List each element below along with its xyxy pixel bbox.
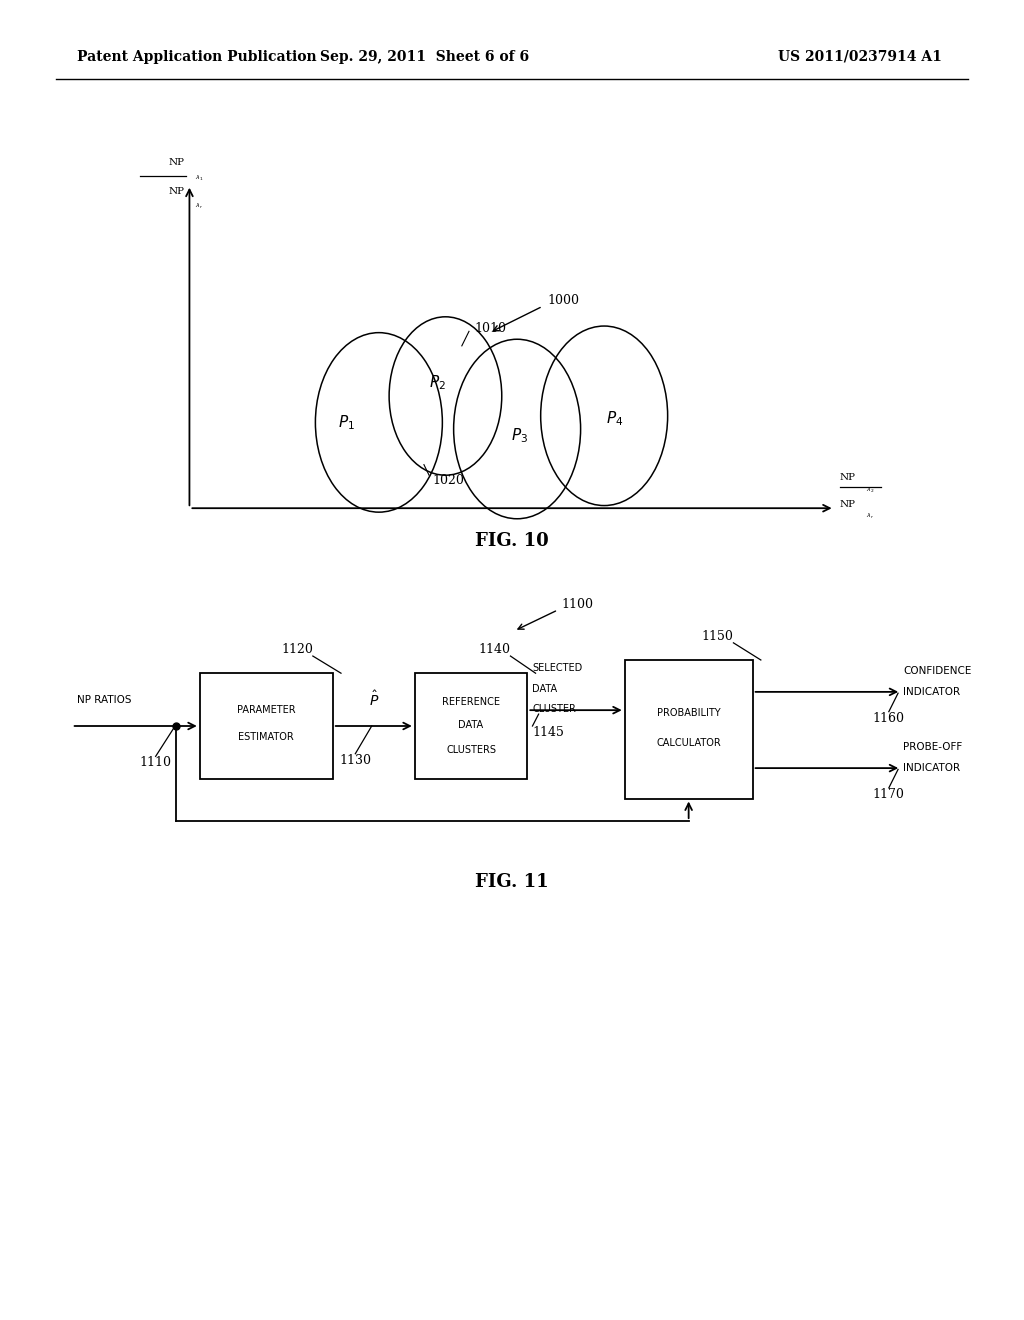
Text: CONFIDENCE: CONFIDENCE (903, 665, 972, 676)
Text: $\hat{P}$: $\hat{P}$ (369, 690, 379, 709)
Text: $P_3$: $P_3$ (511, 426, 527, 445)
Text: NP: NP (840, 474, 856, 482)
Text: NP: NP (168, 158, 184, 166)
Text: 1110: 1110 (139, 756, 172, 770)
Text: ESTIMATOR: ESTIMATOR (239, 731, 294, 742)
Text: CALCULATOR: CALCULATOR (656, 738, 721, 747)
Text: 1145: 1145 (532, 726, 564, 739)
Text: Sep. 29, 2011  Sheet 6 of 6: Sep. 29, 2011 Sheet 6 of 6 (321, 50, 529, 63)
Text: CLUSTER: CLUSTER (532, 704, 577, 714)
Text: $P_4$: $P_4$ (606, 409, 623, 428)
Text: DATA: DATA (459, 719, 483, 730)
Text: 1100: 1100 (561, 598, 593, 611)
Text: INDICATOR: INDICATOR (903, 763, 961, 774)
Text: DATA: DATA (532, 684, 558, 694)
Text: PROBABILITY: PROBABILITY (656, 709, 721, 718)
Text: SELECTED: SELECTED (532, 663, 583, 673)
Text: 1130: 1130 (339, 754, 372, 767)
Text: CLUSTERS: CLUSTERS (446, 744, 496, 755)
Text: Patent Application Publication: Patent Application Publication (77, 50, 316, 63)
Text: 1150: 1150 (701, 630, 733, 643)
Text: NP: NP (168, 187, 184, 195)
Text: 1000: 1000 (548, 294, 580, 308)
Text: 1010: 1010 (474, 322, 506, 335)
Text: FIG. 11: FIG. 11 (475, 873, 549, 891)
Text: $_{\lambda_2}$: $_{\lambda_2}$ (866, 484, 874, 495)
Text: REFERENCE: REFERENCE (442, 697, 500, 708)
Text: NP: NP (840, 500, 856, 508)
Text: 1160: 1160 (872, 711, 905, 725)
Text: $P_2$: $P_2$ (429, 374, 445, 392)
Text: $_{\lambda_r}$: $_{\lambda_r}$ (866, 511, 874, 521)
Text: FIG. 10: FIG. 10 (475, 532, 549, 550)
Text: PROBE-OFF: PROBE-OFF (903, 742, 963, 752)
Text: 1020: 1020 (432, 474, 464, 487)
Bar (415, 673, 527, 779)
Text: PARAMETER: PARAMETER (237, 705, 296, 715)
Text: 1120: 1120 (281, 643, 313, 656)
Text: INDICATOR: INDICATOR (903, 686, 961, 697)
Text: 1170: 1170 (872, 788, 905, 801)
Text: NP RATIOS: NP RATIOS (77, 694, 131, 705)
Text: $P_1$: $P_1$ (338, 413, 354, 432)
Text: $_{\lambda_1}$: $_{\lambda_1}$ (195, 173, 203, 183)
Text: US 2011/0237914 A1: US 2011/0237914 A1 (778, 50, 942, 63)
Text: $_{\lambda_r}$: $_{\lambda_r}$ (195, 201, 203, 211)
Text: 1140: 1140 (478, 643, 511, 656)
Bar (625, 660, 753, 799)
Bar (200, 673, 333, 779)
